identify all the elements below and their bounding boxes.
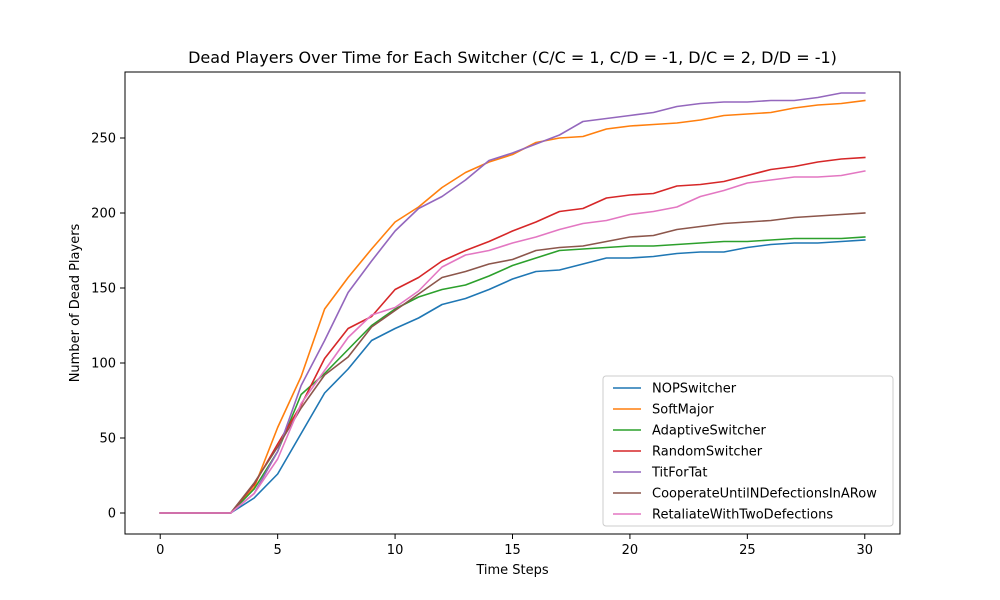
legend-label: RetaliateWithTwoDefections [652,508,833,523]
x-tick-label: 10 [387,543,404,558]
y-tick-label: 150 [91,282,116,297]
x-axis-label: Time Steps [475,563,549,578]
x-tick-label: 5 [274,543,282,558]
legend-label: TitForTat [651,466,707,481]
series-line-titfortat [159,92,866,514]
series-line-nopswitcher [159,239,866,514]
series-line-randomswitcher [159,156,866,514]
plot-lines [159,92,866,514]
x-tick-label: 25 [739,543,756,558]
legend-label: AdaptiveSwitcher [652,424,767,439]
y-tick-label: 250 [91,132,116,147]
series-line-retaliatewithtwodefections [159,170,866,514]
x-tick-label: 15 [504,543,521,558]
y-axis: 0 50 100 150 200 250 [91,132,125,522]
legend-label: NOPSwitcher [652,382,737,397]
legend-label: SoftMajor [652,403,714,418]
legend-label: RandomSwitcher [652,445,763,460]
x-tick-label: 0 [156,543,164,558]
y-tick-label: 0 [108,507,116,522]
y-axis-label: Number of Dead Players [68,223,83,382]
chart-title: Dead Players Over Time for Each Switcher… [188,48,837,67]
legend-box [602,375,894,527]
y-tick-label: 50 [99,432,116,447]
y-tick-label: 200 [91,207,116,222]
legend-label: CooperateUntilNDefectionsInARow [652,487,877,502]
x-tick-label: 30 [856,543,873,558]
legend: NOPSwitcher SoftMajor AdaptiveSwitcher Rand… [602,375,894,527]
series-line-softmajor [159,99,866,514]
series-line-cooperateuntilndefectionsinarow [159,212,866,514]
x-axis: 0 5 10 15 20 25 30 [156,534,873,558]
x-tick-label: 20 [622,543,639,558]
y-tick-label: 100 [91,357,116,372]
